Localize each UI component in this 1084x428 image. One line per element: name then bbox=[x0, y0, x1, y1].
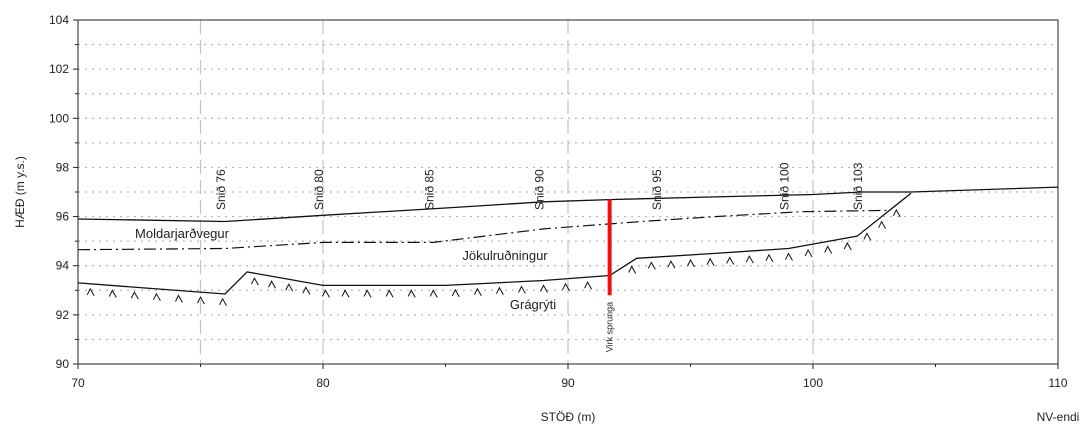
grid bbox=[78, 20, 1058, 364]
bedrock-hatch-mark bbox=[250, 277, 259, 286]
layer-label-moldarjardvegur: Moldarjarðvegur bbox=[135, 226, 230, 241]
bedrock-hatch-mark bbox=[285, 283, 294, 292]
y-tick-label: 104 bbox=[49, 13, 69, 27]
x-axis-title: STÖÐ (m) bbox=[541, 410, 596, 424]
bedrock-hatch-mark bbox=[86, 287, 95, 297]
bedrock-hatch-mark bbox=[628, 265, 637, 274]
y-axis-ticks: 90 92 94 96 98 100 102 104 bbox=[49, 13, 78, 371]
section-label: Snið 85 bbox=[422, 169, 436, 210]
bedrock-hatch-mark bbox=[451, 288, 460, 298]
y-axis-title: HÆÐ (m y.s.) bbox=[13, 156, 27, 228]
bedrock-hatch-mark bbox=[745, 255, 754, 264]
bedrock-hatch-mark bbox=[130, 291, 139, 300]
x-tick-label: 70 bbox=[71, 376, 85, 390]
fault-label: Virk sprunga bbox=[605, 302, 615, 352]
bedrock-hatch-mark bbox=[219, 297, 227, 307]
soil-base-line bbox=[77, 209, 887, 251]
bedrock-hatch-mark bbox=[341, 289, 350, 298]
bedrock-hatch-mark bbox=[302, 286, 311, 295]
y-tick-label: 90 bbox=[56, 357, 70, 371]
bedrock-hatch-mark bbox=[322, 289, 330, 298]
section-label: Snið 80 bbox=[312, 169, 326, 210]
section-label: Snið 100 bbox=[778, 162, 792, 210]
bedrock-hatch-mark bbox=[785, 252, 793, 261]
x-axis-ticks: 70 80 90 100 110 bbox=[71, 364, 1068, 390]
bedrock-hatch-mark bbox=[473, 287, 482, 297]
section-label: Snið 90 bbox=[533, 169, 547, 210]
x-tick-label: 90 bbox=[561, 376, 575, 390]
bedrock-hatch-mark bbox=[892, 208, 901, 218]
y-tick-label: 94 bbox=[56, 259, 70, 273]
section-label: Snið 95 bbox=[650, 169, 664, 210]
x-tick-label: 80 bbox=[316, 376, 330, 390]
y-tick-label: 92 bbox=[56, 308, 70, 322]
bedrock-hatch-mark bbox=[824, 245, 833, 254]
bedrock-hatch-mark bbox=[429, 289, 438, 298]
y-tick-label: 100 bbox=[49, 111, 69, 125]
bedrock-hatching bbox=[86, 208, 901, 307]
bedrock-surface-line bbox=[77, 192, 912, 295]
bedrock-hatch-mark bbox=[667, 260, 676, 269]
bedrock-hatch-mark bbox=[878, 220, 887, 229]
bedrock-hatch-mark bbox=[197, 296, 205, 305]
bedrock-hatch-mark bbox=[687, 258, 695, 268]
bedrock-hatch-mark bbox=[495, 286, 504, 295]
y-tick-label: 96 bbox=[56, 210, 70, 224]
bedrock-hatch-mark bbox=[765, 253, 774, 263]
section-label: Snið 76 bbox=[214, 169, 228, 210]
bedrock-hatch-mark bbox=[647, 261, 656, 270]
bedrock-hatch-mark bbox=[584, 281, 593, 290]
bedrock-hatch-mark bbox=[726, 256, 735, 265]
bedrock-hatch-mark bbox=[268, 280, 276, 289]
bedrock-hatch-mark bbox=[407, 289, 416, 298]
x-axis-end-label: NV-endi bbox=[1037, 410, 1080, 424]
bedrock-hatch-mark bbox=[363, 289, 372, 298]
layer-label-gragryti: Grágrýti bbox=[510, 297, 556, 312]
bedrock-hatch-mark bbox=[804, 248, 813, 258]
section-label: Snið 103 bbox=[851, 162, 865, 210]
bedrock-hatch-mark bbox=[385, 289, 394, 298]
bedrock-hatch-mark bbox=[843, 241, 852, 251]
layer-label-jokulrudningur: Jökulruðningur bbox=[462, 248, 548, 263]
bedrock-hatch-mark bbox=[152, 292, 161, 302]
y-tick-label: 98 bbox=[56, 160, 70, 174]
x-tick-label: 110 bbox=[1048, 376, 1067, 390]
x-tick-label: 100 bbox=[803, 376, 823, 390]
bedrock-hatch-mark bbox=[518, 285, 526, 294]
bedrock-hatch-mark bbox=[562, 282, 570, 292]
profile-lines bbox=[77, 186, 1059, 295]
bedrock-hatch-mark bbox=[540, 284, 548, 293]
bedrock-hatch-mark bbox=[706, 257, 715, 266]
bedrock-hatch-mark bbox=[175, 294, 183, 303]
bedrock-hatch-mark bbox=[863, 232, 872, 241]
bedrock-hatch-mark bbox=[108, 289, 117, 298]
ground-surface-line bbox=[77, 186, 1059, 223]
y-tick-label: 102 bbox=[49, 62, 69, 76]
section-labels: Snið 76 Snið 80 Snið 85 Snið 90 Snið 95 Snið … bbox=[214, 162, 865, 210]
